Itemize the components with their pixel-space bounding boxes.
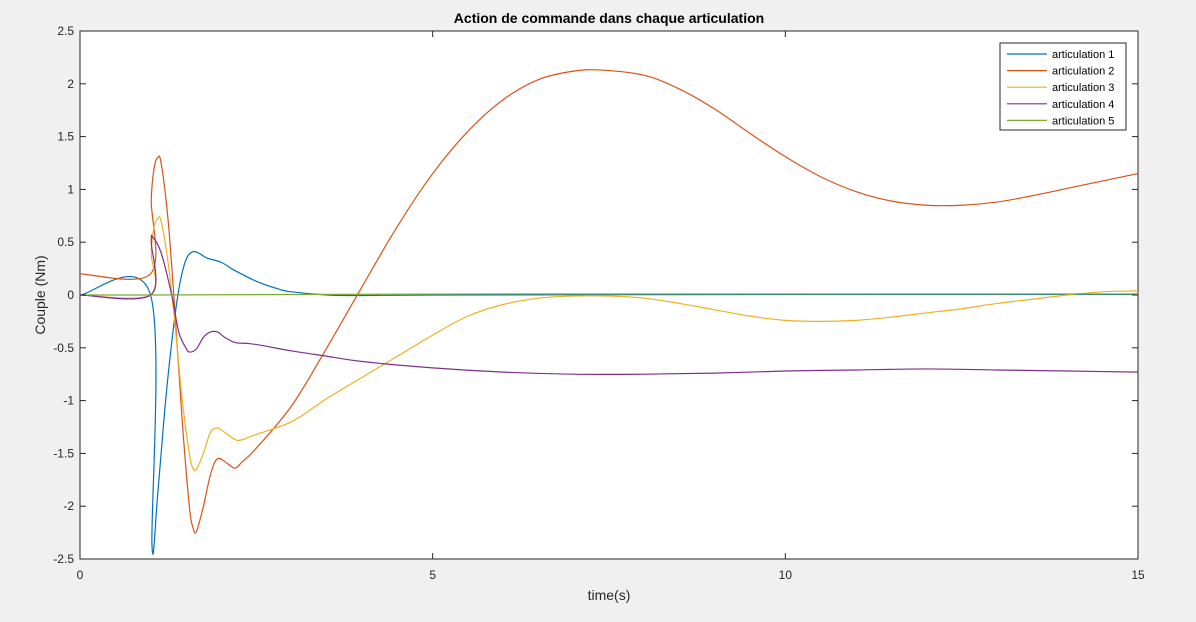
y-tick-label: 0.5: [57, 235, 74, 249]
x-axis-label: time(s): [588, 587, 631, 603]
chart-title: Action de commande dans chaque articulat…: [454, 10, 764, 26]
legend-label-5: articulation 5: [1052, 115, 1114, 127]
x-tick-label: 10: [779, 568, 793, 582]
legend-box: [999, 42, 1127, 131]
axis-layer: 0 5 10 15 -2.5 -2 -1.5 -1 -0.5 0 0.5 1 1.5 2 2.5: [53, 24, 1145, 582]
y-tick-label: -1.5: [53, 446, 74, 460]
legend-label-4: articulation 4: [1052, 99, 1114, 111]
y-tick-label: -1: [63, 394, 74, 408]
legend-label-3: articulation 3: [1052, 82, 1114, 94]
y-tick-label: 2: [67, 77, 74, 91]
y-tick-label: 2.5: [57, 24, 74, 38]
y-tick-label: -2: [63, 499, 74, 513]
y-axis-label: Couple (Nm): [32, 255, 48, 334]
legend-label-1: articulation 1: [1052, 49, 1114, 61]
x-tick-label: 15: [1131, 568, 1145, 582]
series-line-5: [79, 293, 1138, 296]
series-line-1: [79, 250, 1139, 555]
series-layer: [79, 69, 1139, 555]
y-tick-label: 1: [67, 182, 74, 196]
legend[interactable]: articulation 1 articulation 2 articulation…: [999, 42, 1127, 131]
x-tick-label: 5: [429, 568, 436, 582]
y-tick-label: 0: [67, 288, 74, 302]
x-tick-label: 0: [77, 568, 84, 582]
series-line-3: [79, 216, 1139, 472]
legend-label-2: articulation 2: [1052, 66, 1114, 78]
y-tick-label: -0.5: [53, 341, 74, 355]
y-tick-label: 1.5: [57, 130, 74, 144]
y-tick-label: -2.5: [53, 552, 74, 566]
